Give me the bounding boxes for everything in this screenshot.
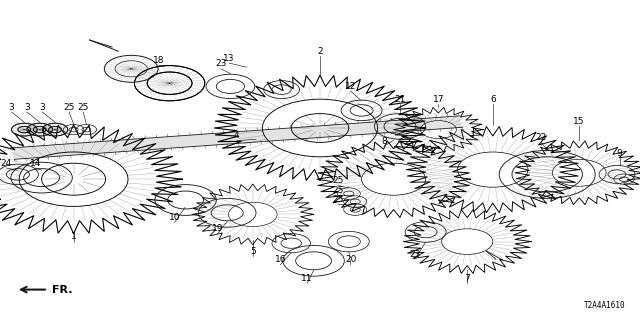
- Text: 22: 22: [535, 133, 547, 142]
- Text: 3: 3: [40, 103, 45, 112]
- Text: 25: 25: [332, 196, 344, 204]
- Text: T2A4A1610: T2A4A1610: [584, 301, 626, 310]
- Text: 11: 11: [301, 274, 313, 283]
- Text: 1: 1: [71, 232, 76, 241]
- Text: 23: 23: [409, 250, 420, 259]
- Text: 18: 18: [153, 56, 164, 65]
- Text: 25: 25: [332, 186, 344, 195]
- Text: 10: 10: [169, 213, 180, 222]
- Text: 21: 21: [394, 95, 406, 104]
- Text: 12: 12: [345, 82, 356, 91]
- Text: 20: 20: [345, 255, 356, 264]
- Text: 3: 3: [24, 103, 29, 112]
- Text: 2: 2: [317, 47, 323, 56]
- Text: 14: 14: [29, 159, 41, 168]
- Text: 15: 15: [573, 117, 585, 126]
- Text: 3: 3: [9, 103, 14, 112]
- Text: 4: 4: [234, 132, 239, 140]
- Text: 19: 19: [212, 224, 223, 233]
- Text: 25: 25: [77, 103, 89, 112]
- Text: 8: 8: [381, 137, 387, 146]
- Text: 24: 24: [1, 159, 12, 168]
- Text: 25: 25: [63, 103, 75, 112]
- Text: 17: 17: [433, 95, 444, 104]
- Text: 5: 5: [250, 247, 255, 256]
- Text: 25: 25: [332, 176, 344, 185]
- Text: 9: 9: [617, 149, 622, 158]
- Text: FR.: FR.: [52, 284, 73, 295]
- Text: 23: 23: [215, 60, 227, 68]
- Text: 7: 7: [465, 274, 470, 283]
- Text: 13: 13: [223, 54, 235, 63]
- Text: 16: 16: [275, 255, 286, 264]
- Text: 6: 6: [490, 95, 495, 104]
